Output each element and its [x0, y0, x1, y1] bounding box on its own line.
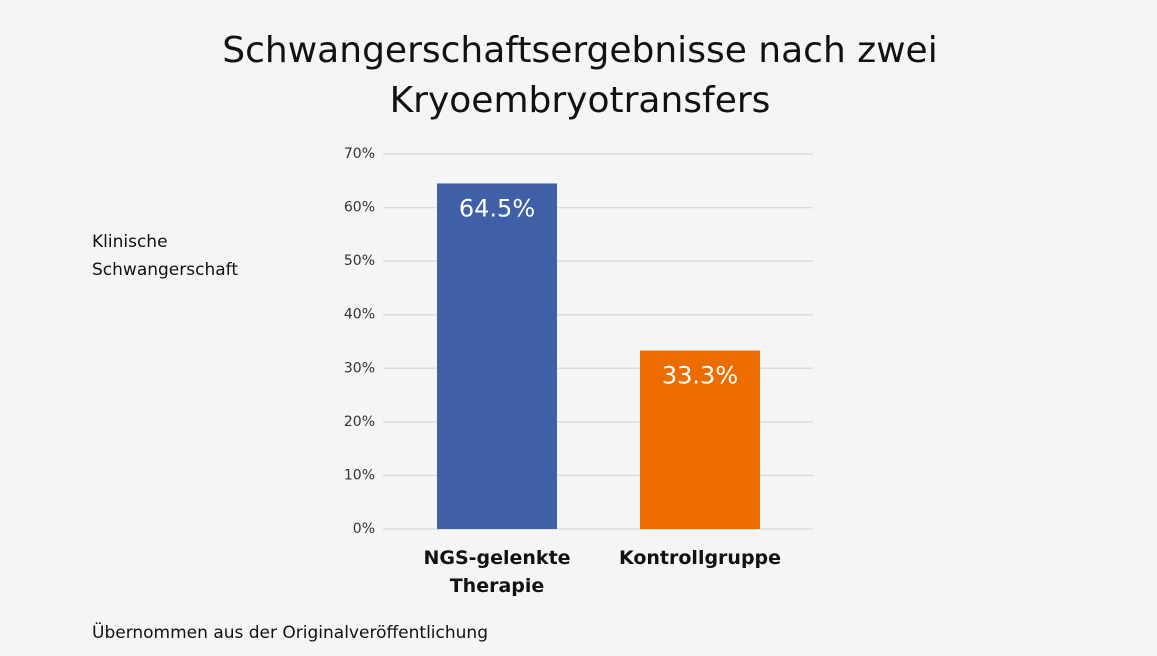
y-axis-label: Klinische Schwangerschaft [92, 232, 238, 280]
value-label: 33.3% [662, 362, 738, 390]
chart-title: Schwangerschaftsergebnisse nach zwei Kry… [222, 30, 938, 121]
y-tick-label: 10% [344, 467, 375, 483]
y-tick-label: 0% [353, 521, 375, 537]
y-tick-label: 20% [344, 414, 375, 430]
x-tick-label: NGS-gelenkte Therapie [423, 547, 571, 597]
y-tick-label: 50% [344, 253, 375, 269]
value-label: 64.5% [459, 194, 535, 222]
y-tick-label: 40% [344, 307, 375, 323]
bar [437, 183, 557, 529]
y-tick-label: 70% [344, 146, 375, 162]
bar [640, 350, 760, 529]
y-tick-label: 60% [344, 200, 375, 216]
y-tick-label: 30% [344, 360, 375, 376]
source-note: Übernommen aus der Originalveröffentlich… [92, 623, 488, 643]
x-tick-label: Kontrollgruppe [618, 547, 782, 569]
